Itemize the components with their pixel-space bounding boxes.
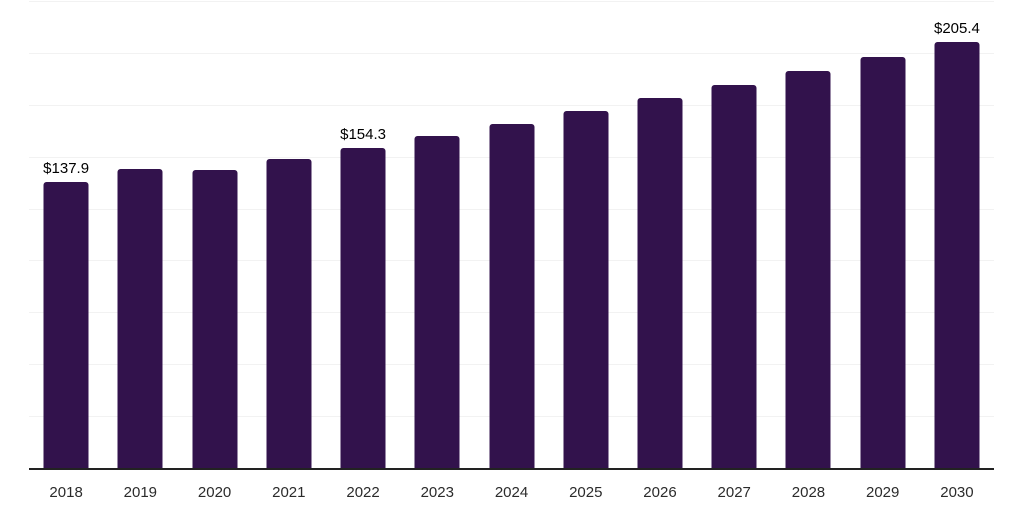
bar-2026: [637, 98, 683, 468]
x-axis-labels: 2018 2019 2020 2021 2022 2023 2024 2025 2026 2027…: [29, 482, 994, 503]
bar-value-label: $205.4: [933, 19, 980, 37]
bars-row: $137.9 $154.3 $205.4: [29, 1, 994, 468]
bar-2030: [934, 41, 980, 468]
x-tick-label: 2024: [494, 484, 529, 501]
bar-column: [474, 1, 548, 468]
plot-area: $137.9 $154.3 $205.4: [29, 1, 994, 470]
x-tick-label: 2020: [197, 484, 232, 501]
bar-2029: [860, 56, 906, 468]
bar-column: $205.4: [920, 1, 994, 468]
bar-2024: [489, 123, 535, 468]
x-tick-label: 2027: [717, 484, 751, 501]
bar-2020: [192, 169, 238, 468]
bar-column: [103, 1, 177, 468]
bar-column: [771, 1, 845, 468]
x-tick-label: 2028: [791, 484, 826, 501]
x-tick-label: 2030: [940, 484, 974, 501]
bar-column: $154.3: [326, 1, 400, 468]
x-tick-label: 2022: [346, 484, 380, 501]
bar-value-label: $154.3: [340, 125, 386, 143]
x-tick-label: 2021: [272, 484, 306, 501]
bar-value-label: $137.9: [43, 159, 90, 177]
bar-2018: [43, 181, 89, 468]
bar-2021: [266, 158, 312, 468]
x-tick-label: 2023: [420, 484, 454, 501]
bar-column: [623, 1, 697, 468]
bar-column: [400, 1, 474, 468]
bar-column: [177, 1, 251, 468]
bar-2025: [563, 111, 609, 468]
x-tick-label: 2019: [123, 484, 158, 501]
bar-column: [252, 1, 326, 468]
bar-2023: [414, 136, 460, 468]
x-tick-label: 2025: [569, 484, 603, 501]
x-tick-label: 2026: [643, 484, 677, 501]
gridline: [29, 1, 994, 2]
gridline: [29, 52, 994, 54]
bar-column: [549, 1, 623, 468]
bar-2019: [117, 168, 163, 468]
bar-2028: [785, 70, 831, 468]
gridline: [29, 104, 994, 106]
bar-column: [846, 1, 920, 468]
bar-column: $137.9: [29, 1, 103, 468]
bar-column: [697, 1, 771, 468]
bar-2027: [711, 84, 757, 468]
x-tick-label: 2029: [866, 484, 900, 501]
x-tick-label: 2018: [49, 484, 83, 501]
bar-2022: [340, 147, 386, 468]
